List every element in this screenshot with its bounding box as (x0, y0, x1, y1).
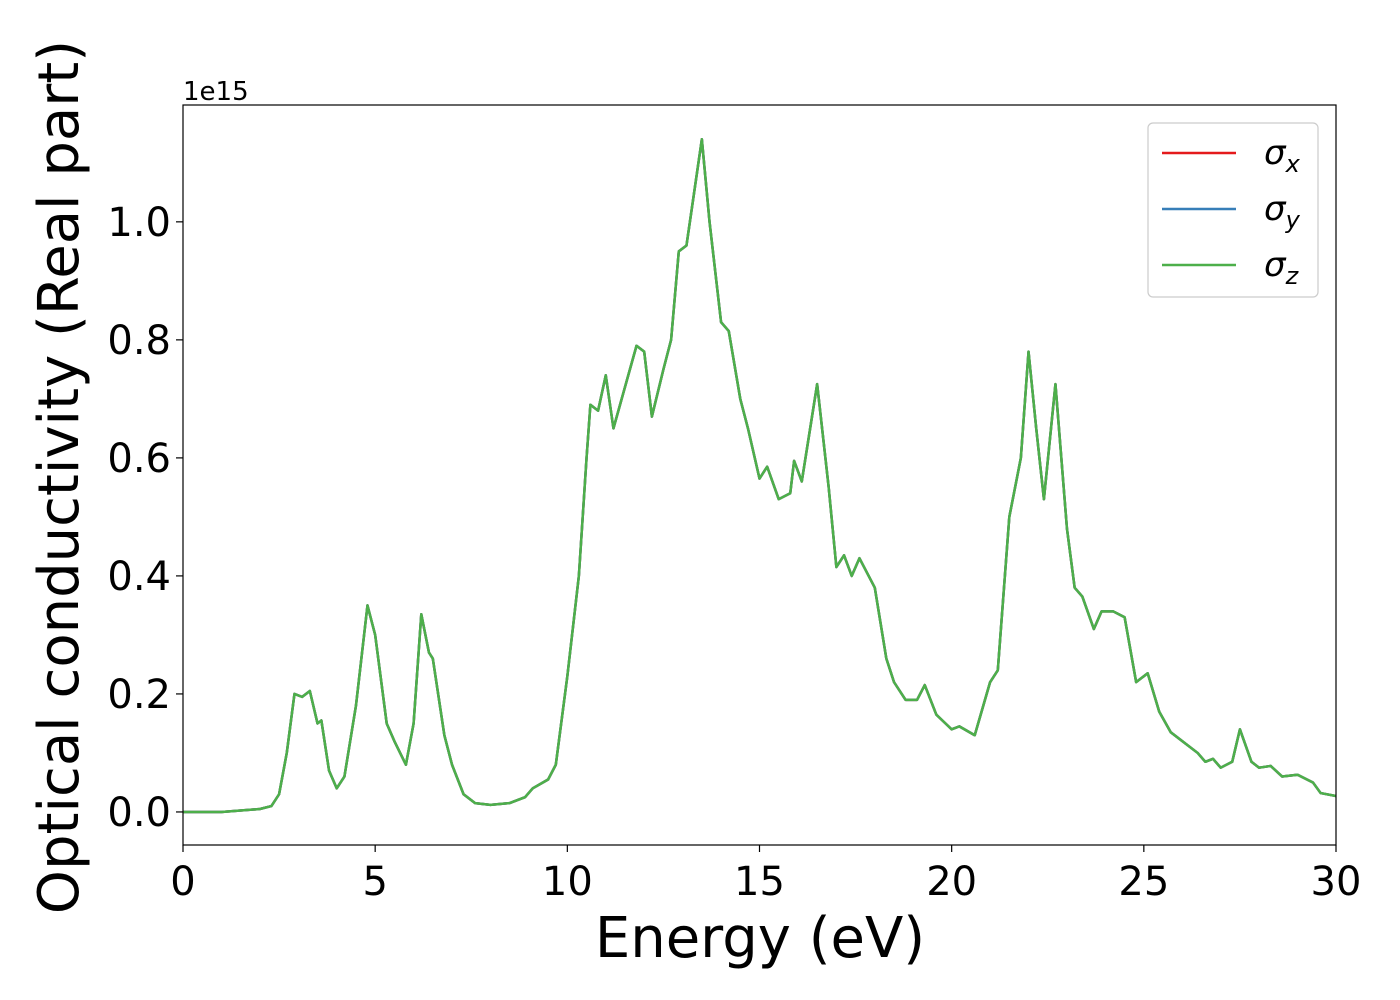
data-line (183, 137, 1336, 814)
y-tick-label: 0.6 (107, 436, 171, 482)
y-axis-label: Optical conductivity (Real part) (27, 40, 92, 914)
y-tick-label: 0.8 (107, 318, 171, 364)
x-axis-label: Energy (eV) (595, 906, 925, 971)
y-tick-label: 0.4 (107, 554, 171, 600)
y-tick-label: 0.2 (107, 672, 171, 718)
legend-label: σz (1264, 245, 1300, 290)
legend-label: σy (1264, 189, 1301, 234)
x-tick-label: 5 (362, 859, 387, 905)
x-tick-label: 15 (734, 859, 785, 905)
y-tick-label: 1.0 (107, 200, 171, 246)
x-tick-label: 30 (1311, 859, 1362, 905)
x-tick-label: 25 (1118, 859, 1169, 905)
x-tick-label: 10 (542, 859, 593, 905)
plot-frame (182, 104, 1337, 846)
offset-text: 1e15 (183, 77, 249, 107)
x-tick-label: 0 (170, 859, 195, 905)
x-tick-label: 20 (926, 859, 977, 905)
legend-label: σx (1264, 133, 1301, 178)
y-tick-label: 0.0 (107, 790, 171, 836)
